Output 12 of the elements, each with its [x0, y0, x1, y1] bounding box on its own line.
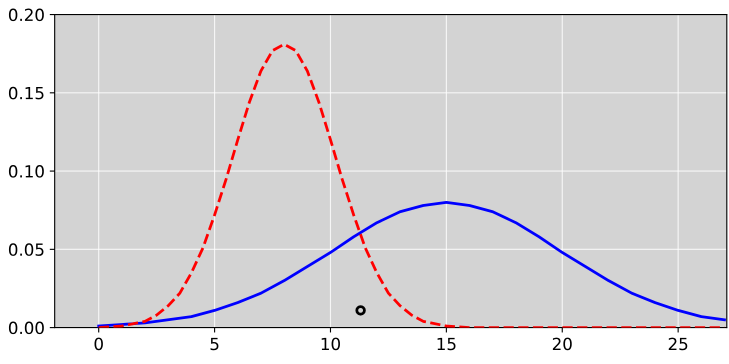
x-tick-label: 5: [210, 338, 218, 350]
x-tick-label: 10: [322, 338, 340, 350]
y-tick-label: 0.10: [8, 165, 44, 178]
y-tick-label: 0.05: [8, 243, 44, 256]
x-tick-label: 15: [438, 338, 456, 350]
line-series: [97, 200, 726, 328]
x-tick-label: 0: [94, 338, 103, 350]
x-tick-label: 20: [552, 338, 572, 350]
y-tick-label: 0.00: [8, 322, 44, 334]
y-tick-label: 0.15: [8, 86, 44, 100]
y-tick-label: 0.20: [8, 8, 44, 22]
x-tick-label: 25: [668, 338, 688, 350]
